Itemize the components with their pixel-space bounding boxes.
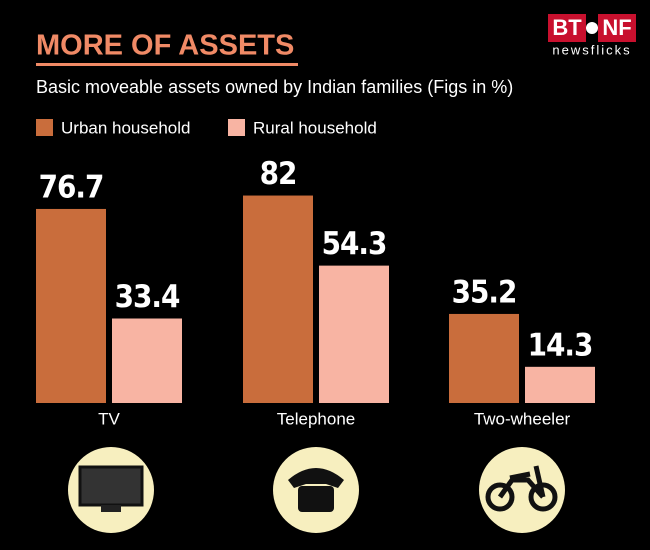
title-underline — [36, 63, 298, 66]
value-label: 33.4 — [115, 279, 180, 315]
value-label: 82 — [260, 156, 297, 192]
bar — [243, 195, 313, 403]
x-tick-label: Two-wheeler — [474, 409, 571, 428]
bar — [525, 366, 595, 403]
value-label: 54.3 — [322, 226, 387, 262]
x-tick-label: TV — [98, 409, 120, 428]
bike-frame — [497, 465, 546, 499]
chart-title: MORE OF ASSETS — [36, 30, 294, 62]
tv-icon — [78, 465, 144, 507]
logo: BT NF newsflicks — [548, 14, 636, 57]
value-label: 14.3 — [528, 327, 593, 363]
phone-handset — [288, 468, 344, 488]
legend-label: Rural household — [253, 118, 377, 137]
phone-body — [298, 486, 334, 512]
icon-bg — [479, 447, 565, 533]
bike-wheel — [528, 482, 558, 512]
logo-box — [598, 14, 636, 42]
bike-wheel — [485, 482, 515, 512]
x-tick-label: Telephone — [277, 409, 355, 428]
icons — [68, 447, 565, 533]
value-label: 76.7 — [39, 169, 104, 205]
legend-label: Urban household — [61, 118, 190, 137]
bar — [112, 318, 182, 403]
chart-subtitle: Basic moveable assets owned by Indian fa… — [36, 77, 513, 97]
logo-right: NF — [602, 15, 631, 40]
logo-box — [548, 14, 586, 42]
logo-left: BT — [552, 15, 582, 40]
legend-swatch — [36, 119, 53, 136]
bar — [449, 313, 519, 403]
logo-tagline: newsflicks — [552, 42, 631, 57]
bar — [36, 208, 106, 403]
legend-swatch — [228, 119, 245, 136]
tv-stand — [101, 505, 121, 512]
bar — [319, 265, 389, 403]
value-label: 35.2 — [452, 274, 517, 310]
logo-dot — [586, 22, 598, 34]
